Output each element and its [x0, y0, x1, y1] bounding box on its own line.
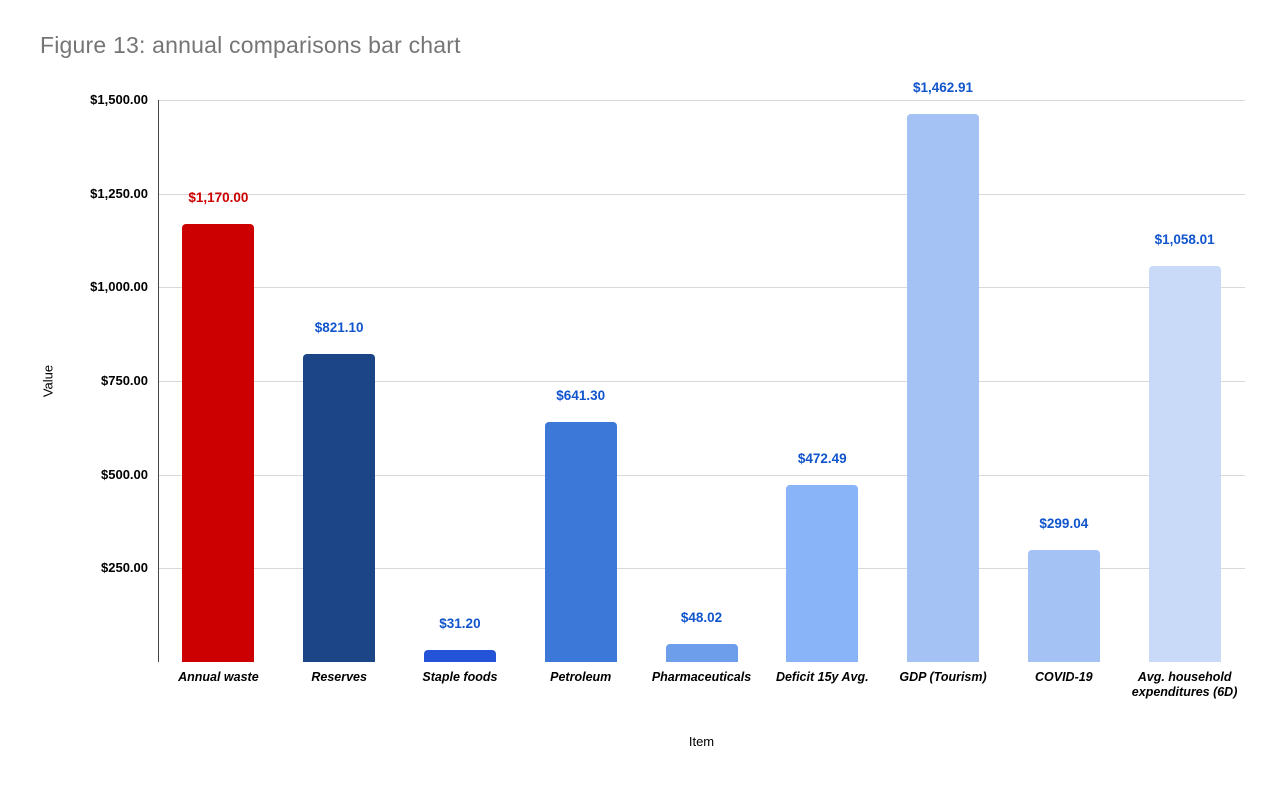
category-label: Annual waste — [178, 670, 259, 684]
gridline — [158, 193, 1245, 195]
bar-value-label: $31.20 — [439, 616, 481, 632]
category-label: Staple foods — [422, 670, 498, 684]
bar-value-label: $1,058.01 — [1154, 231, 1215, 247]
category-label: Reserves — [311, 670, 367, 684]
gridline — [158, 474, 1245, 476]
gridline — [158, 568, 1245, 570]
chart-title: Figure 13: annual comparisons bar chart — [40, 32, 461, 58]
category-label: COVID-19 — [1034, 670, 1093, 684]
bar-value-label: $299.04 — [1039, 515, 1089, 531]
bar-3 — [423, 650, 496, 662]
bar-4 — [544, 421, 617, 662]
y-axis-title: Value — [40, 364, 56, 398]
category-label: Petroleum — [550, 670, 612, 684]
bar-2 — [303, 354, 376, 662]
y-tick-label: $1,000.00 — [90, 279, 148, 295]
x-axis-title: Item — [688, 734, 715, 749]
bar-value-label: $1,462.91 — [913, 79, 974, 95]
y-tick-label: $750.00 — [101, 373, 148, 388]
category-label: GDP (Tourism) — [899, 670, 987, 684]
y-axis-line — [158, 100, 159, 662]
gridline — [158, 287, 1245, 289]
category-label: Deficit 15y Avg. — [775, 670, 869, 684]
y-tick-label: $500.00 — [101, 466, 148, 482]
bar-value-label: $641.30 — [556, 387, 606, 403]
bar-value-label: $821.10 — [314, 320, 364, 336]
bar-9 — [1148, 265, 1221, 662]
bar-8 — [1027, 549, 1100, 662]
category-label: Avg. household expenditures (6D) — [1131, 670, 1238, 699]
bar-value-label: $48.02 — [680, 610, 723, 625]
bar-1 — [182, 223, 255, 662]
bar-value-label: $1,170.00 — [188, 189, 249, 205]
y-tick-label: $1,500.00 — [90, 92, 148, 107]
bar-value-label: $472.49 — [797, 450, 847, 466]
gridline — [158, 381, 1245, 382]
y-tick-label: $250.00 — [101, 560, 148, 576]
y-tick-label: $1,250.00 — [90, 185, 148, 201]
bar-6 — [786, 484, 859, 662]
category-label: Pharmaceuticals — [651, 670, 752, 684]
bar-7 — [907, 113, 980, 662]
bar-5 — [665, 644, 738, 662]
gridline — [158, 100, 1245, 101]
